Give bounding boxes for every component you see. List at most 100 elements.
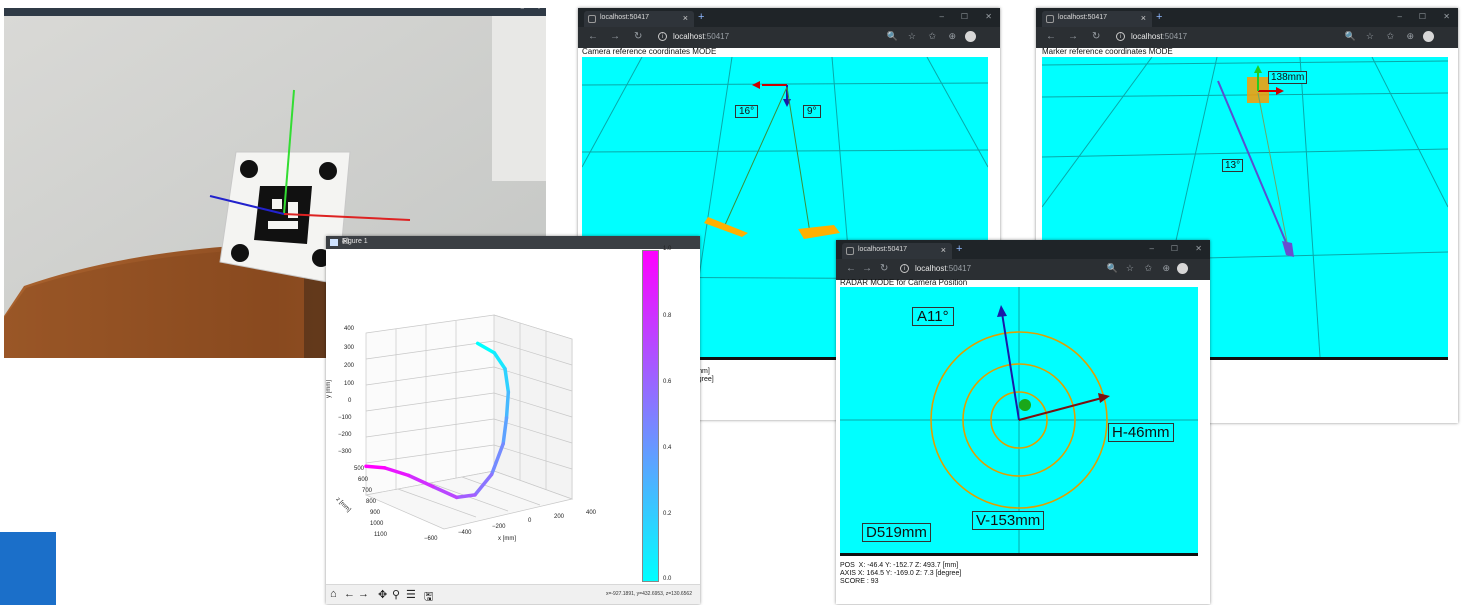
mode-label: RADAR MODE for Camera Position — [840, 278, 968, 287]
new-tab-icon[interactable]: + — [956, 243, 963, 255]
home-icon[interactable]: ⌂ — [330, 588, 337, 600]
x-tick-label: 200 — [554, 514, 565, 520]
new-tab-icon[interactable]: + — [1156, 11, 1163, 23]
distance-label: D519mm — [862, 523, 931, 542]
zoom-icon[interactable]: 🔍 — [886, 31, 898, 41]
zoom-icon[interactable]: 🔍 — [1106, 263, 1118, 273]
trajectory-segment — [364, 464, 387, 470]
new-tab-icon[interactable]: + — [698, 11, 705, 23]
favicon-icon — [846, 247, 854, 255]
tab-title: localhost:50417 — [600, 14, 650, 21]
close-window-icon[interactable]: ✕ — [1195, 244, 1202, 253]
site-info-icon[interactable]: i — [658, 32, 667, 41]
close-window-icon[interactable]: ✕ — [1443, 12, 1450, 21]
favorites-list-icon[interactable]: ✩ — [1144, 263, 1152, 273]
address-bar: ← → ↻ i localhost:50417 🔍 ☆ ✩ ⊕ — [578, 27, 1000, 48]
trajectory-segment — [454, 493, 477, 500]
browser-tab[interactable]: localhost:50417 × — [584, 11, 694, 27]
pan-icon[interactable]: ✥ — [378, 589, 388, 601]
minimize-icon[interactable]: – — [1397, 12, 1402, 21]
y-axis-label: y [mm] — [326, 380, 332, 398]
accent-tile — [0, 532, 56, 605]
figure-titlebar: Figure 1 – ☐ ✕ — [326, 236, 700, 249]
radar-up-axis — [1001, 312, 1020, 421]
back-icon[interactable]: ← — [588, 31, 598, 42]
url-field[interactable]: localhost:50417 — [1131, 32, 1187, 41]
profile-avatar[interactable] — [1177, 263, 1188, 274]
minimize-icon[interactable]: – — [342, 237, 347, 246]
maximize-icon[interactable]: ☐ — [960, 12, 968, 21]
status-score: SCORE : 93 — [840, 578, 879, 585]
refresh-icon[interactable]: ↻ — [1092, 31, 1101, 42]
radar-svg — [840, 287, 1198, 553]
profile-avatar[interactable] — [965, 31, 976, 42]
marker-y-axis — [209, 195, 285, 215]
tab-close-icon[interactable]: × — [940, 245, 946, 255]
maximize-icon[interactable]: ☐ — [342, 237, 350, 246]
maximize-icon[interactable]: ☐ — [1170, 244, 1178, 253]
favorite-icon[interactable]: ☆ — [1365, 31, 1374, 41]
collections-icon[interactable]: ⊕ — [1406, 31, 1414, 41]
restore-icon[interactable]: ▫ — [537, 8, 540, 12]
forward-arrow-icon[interactable]: → — [358, 588, 369, 600]
back-icon[interactable]: ← — [846, 263, 856, 274]
camera-titlebar: – ▫ — [4, 8, 546, 16]
forward-icon[interactable]: → — [1068, 31, 1078, 42]
canvas-bottom-border — [840, 553, 1198, 556]
close-window-icon[interactable]: ✕ — [342, 237, 349, 246]
maximize-icon[interactable]: ☐ — [1418, 12, 1426, 21]
trajectory-segment — [473, 472, 494, 497]
tab-close-icon[interactable]: × — [1140, 13, 1146, 23]
tab-close-icon[interactable]: × — [682, 13, 688, 23]
x-axis-label: x [mm] — [498, 536, 516, 542]
site-info-icon[interactable]: i — [900, 264, 909, 273]
tab-bar: localhost:50417 × + – ☐ ✕ — [1036, 8, 1458, 27]
colorbar — [642, 250, 659, 582]
url-field[interactable]: localhost:50417 — [673, 32, 729, 41]
camera-x-arrowhead — [752, 81, 760, 89]
save-icon[interactable]: 🖫 — [424, 591, 434, 603]
radar-canvas[interactable]: A11° H-46mm V-153mm D519mm — [840, 287, 1198, 553]
url-field[interactable]: localhost:50417 — [915, 264, 971, 273]
collections-icon[interactable]: ⊕ — [948, 31, 956, 41]
back-arrow-icon[interactable]: ← — [344, 588, 355, 600]
favorite-icon[interactable]: ☆ — [907, 31, 916, 41]
profile-avatar[interactable] — [1423, 31, 1434, 42]
minimize-icon[interactable]: – — [520, 8, 524, 12]
minimize-icon[interactable]: – — [1149, 244, 1154, 253]
browser-tab[interactable]: localhost:50417 × — [1042, 11, 1152, 27]
url-host: localhost — [915, 264, 947, 273]
zoom-icon[interactable]: 🔍 — [1344, 31, 1356, 41]
canvas-bottom-border — [582, 357, 988, 360]
angle-label-left: 16° — [735, 105, 759, 118]
minimize-icon[interactable]: – — [939, 12, 944, 21]
refresh-icon[interactable]: ↻ — [880, 263, 889, 274]
left-marker-paddle — [704, 217, 748, 237]
refresh-icon[interactable]: ↻ — [634, 31, 643, 42]
favorites-list-icon[interactable]: ✩ — [1386, 31, 1394, 41]
status-axis: AXIS X: 164.5 Y: -169.0 Z: 7.3 [degree] — [840, 570, 962, 577]
y-tick-label: 100 — [344, 381, 355, 387]
site-info-icon[interactable]: i — [1116, 32, 1125, 41]
back-icon[interactable]: ← — [1046, 31, 1056, 42]
zoom-icon[interactable]: ⚲ — [392, 589, 401, 601]
url-host: localhost — [1131, 32, 1163, 41]
status-pos: POS X: -46.4 Y: -152.7 Z: 493.7 [mm] — [840, 562, 959, 569]
favicon-icon — [1046, 15, 1054, 23]
favorites-list-icon[interactable]: ✩ — [928, 31, 936, 41]
marker-y-arrowhead — [1254, 65, 1262, 73]
trajectory-segment — [382, 466, 411, 478]
forward-icon[interactable]: → — [610, 31, 620, 42]
forward-icon[interactable]: → — [862, 263, 872, 274]
colorbar-tick: 0.2 — [663, 511, 672, 517]
favorite-icon[interactable]: ☆ — [1125, 263, 1134, 273]
trajectory — [364, 341, 511, 500]
collections-icon[interactable]: ⊕ — [1162, 263, 1170, 273]
3d-plot[interactable] — [326, 249, 700, 585]
close-window-icon[interactable]: ✕ — [985, 12, 992, 21]
configure-subplots-icon[interactable]: ☰ — [406, 589, 416, 601]
browser-tab[interactable]: localhost:50417 × — [842, 243, 952, 259]
tab-bar: localhost:50417 × + – ☐ ✕ — [836, 240, 1210, 259]
url-host: localhost — [673, 32, 705, 41]
url-port: :50417 — [704, 32, 730, 41]
